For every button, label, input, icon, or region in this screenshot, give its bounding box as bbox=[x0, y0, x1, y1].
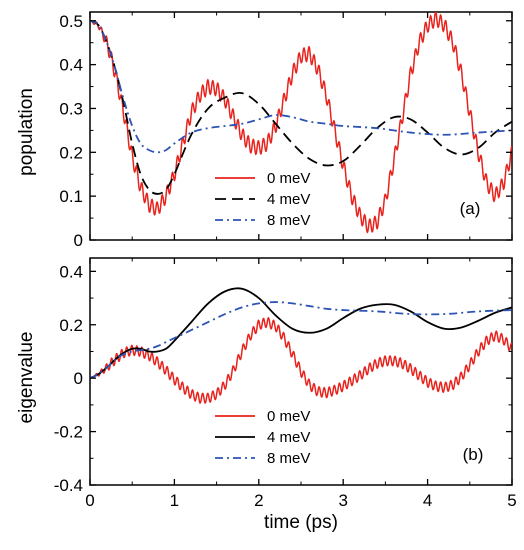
series-line-a-2 bbox=[90, 19, 512, 154]
series-line-b-0 bbox=[90, 316, 512, 405]
y-tick-label-b-0: -0.4 bbox=[54, 476, 83, 495]
axes-layer-a: 0 0.1 0.2 0.3 0.4 0.5 bbox=[59, 12, 513, 250]
y-axis-label-b: eigenvalue bbox=[16, 332, 37, 424]
y-tick-label-a-2: 0.2 bbox=[59, 143, 83, 162]
y-tick-label-a-1: 0.1 bbox=[59, 187, 83, 206]
y-tick-label-a-3: 0.3 bbox=[59, 99, 83, 118]
x-tick-label-b-1: 1 bbox=[170, 491, 179, 510]
legend-label-a-2: 8 meV bbox=[267, 212, 310, 229]
y-axis-label-a: population bbox=[16, 88, 37, 176]
y-tick-label-b-1: -0.2 bbox=[54, 423, 83, 442]
legend-label-b-0: 0 meV bbox=[267, 408, 310, 425]
panel-b: 0 1 2 3 4 5 -0.4 -0.2 0 0.2 0.4 0 meV 4 meV 8 meV (b… bbox=[16, 257, 517, 533]
panel-label-b: (b) bbox=[463, 445, 484, 464]
series-layer-b bbox=[90, 287, 512, 405]
panel-label-a: (a) bbox=[460, 199, 481, 218]
x-tick-label-b-3: 3 bbox=[338, 491, 347, 510]
legend-label-a-1: 4 meV bbox=[267, 191, 310, 208]
legend-b: 0 meV 4 meV 8 meV bbox=[215, 408, 310, 467]
y-tick-label-b-3: 0.2 bbox=[59, 316, 83, 335]
axes-layer-b: 0 1 2 3 4 5 -0.4 -0.2 0 0.2 0.4 bbox=[54, 258, 517, 510]
series-line-b-2 bbox=[90, 301, 512, 379]
legend-label-b-1: 4 meV bbox=[267, 429, 310, 446]
x-tick-label-b-5: 5 bbox=[507, 491, 516, 510]
y-tick-label-b-4: 0.4 bbox=[59, 262, 83, 281]
series-layer-a bbox=[90, 12, 512, 234]
panel-a: 0 0.1 0.2 0.3 0.4 0.5 0 meV 4 meV 8 meV (a) pop… bbox=[16, 11, 513, 250]
series-line-b-1 bbox=[90, 287, 512, 379]
y-tick-label-a-5: 0.5 bbox=[59, 12, 83, 31]
series-line-a-0 bbox=[90, 12, 512, 234]
y-tick-label-b-2: 0 bbox=[74, 369, 83, 388]
legend-label-a-0: 0 meV bbox=[267, 170, 310, 187]
x-tick-label-b-4: 4 bbox=[423, 491, 432, 510]
x-tick-label-b-0: 0 bbox=[85, 491, 94, 510]
x-tick-label-b-2: 2 bbox=[254, 491, 263, 510]
legend-a: 0 meV 4 meV 8 meV bbox=[215, 170, 310, 229]
y-tick-label-a-4: 0.4 bbox=[59, 56, 83, 75]
x-axis-label-b: time (ps) bbox=[264, 512, 338, 533]
series-line-a-1 bbox=[90, 19, 512, 195]
y-tick-label-a-0: 0 bbox=[74, 231, 83, 250]
legend-label-b-2: 8 meV bbox=[267, 450, 310, 467]
